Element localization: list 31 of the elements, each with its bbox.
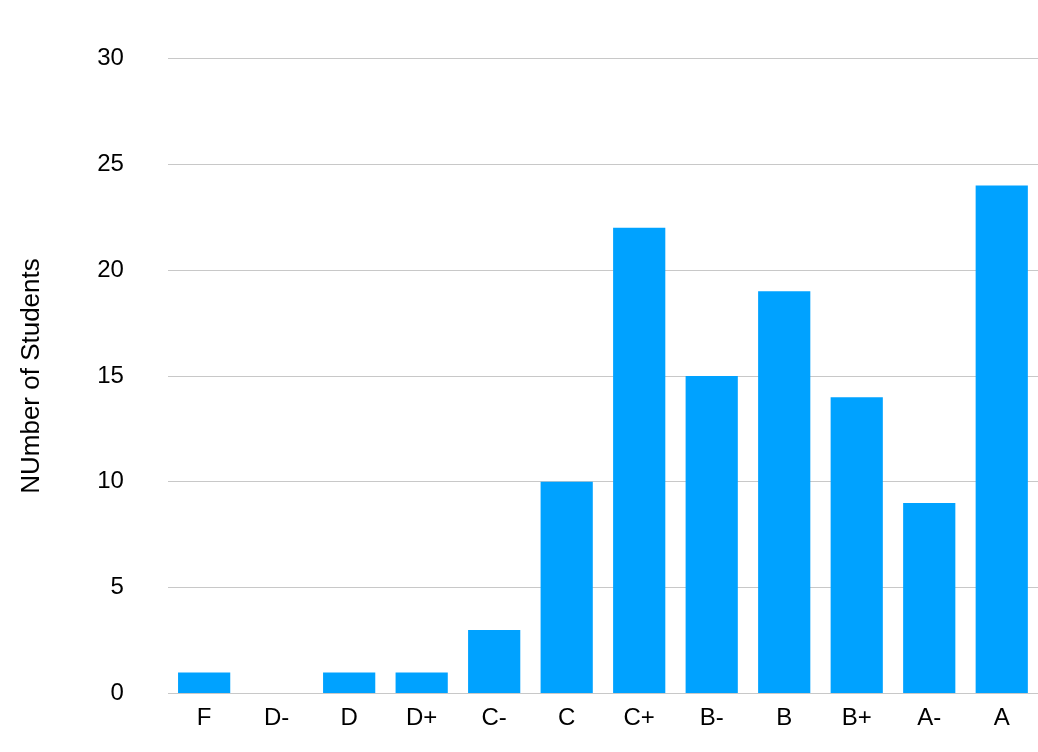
x-tick-label: D+ (406, 702, 438, 730)
bar (903, 503, 956, 694)
x-tick-label: B+ (841, 702, 872, 730)
x-tick-label: B- (699, 702, 724, 730)
bar (468, 630, 521, 694)
bar (613, 227, 666, 694)
y-tick-label: 30 (97, 43, 124, 71)
x-tick-label: A- (917, 702, 942, 730)
bar (178, 672, 231, 694)
y-tick-label: 0 (110, 678, 124, 706)
bar (323, 672, 376, 694)
y-tick-label: 25 (97, 148, 124, 176)
bar (540, 481, 593, 694)
y-tick-label: 5 (110, 572, 124, 600)
x-tick-label: F (196, 702, 212, 730)
y-axis-title: NUmber of Students (14, 258, 45, 494)
bar (685, 376, 738, 694)
x-tick-label: C (558, 702, 576, 730)
x-tick-label: B (776, 702, 793, 730)
y-tick-label: 15 (97, 360, 124, 388)
bar (830, 397, 883, 694)
x-tick-label: A (993, 702, 1010, 730)
x-tick-label: D (340, 702, 358, 730)
x-tick-label: C- (481, 702, 507, 730)
x-tick-label: D- (263, 702, 290, 730)
y-tick-label: 20 (97, 254, 124, 282)
x-tick-label: C+ (623, 702, 655, 730)
bar (395, 672, 448, 694)
y-tick-label: 10 (97, 466, 124, 494)
bar (758, 291, 811, 694)
bar (975, 185, 1028, 694)
